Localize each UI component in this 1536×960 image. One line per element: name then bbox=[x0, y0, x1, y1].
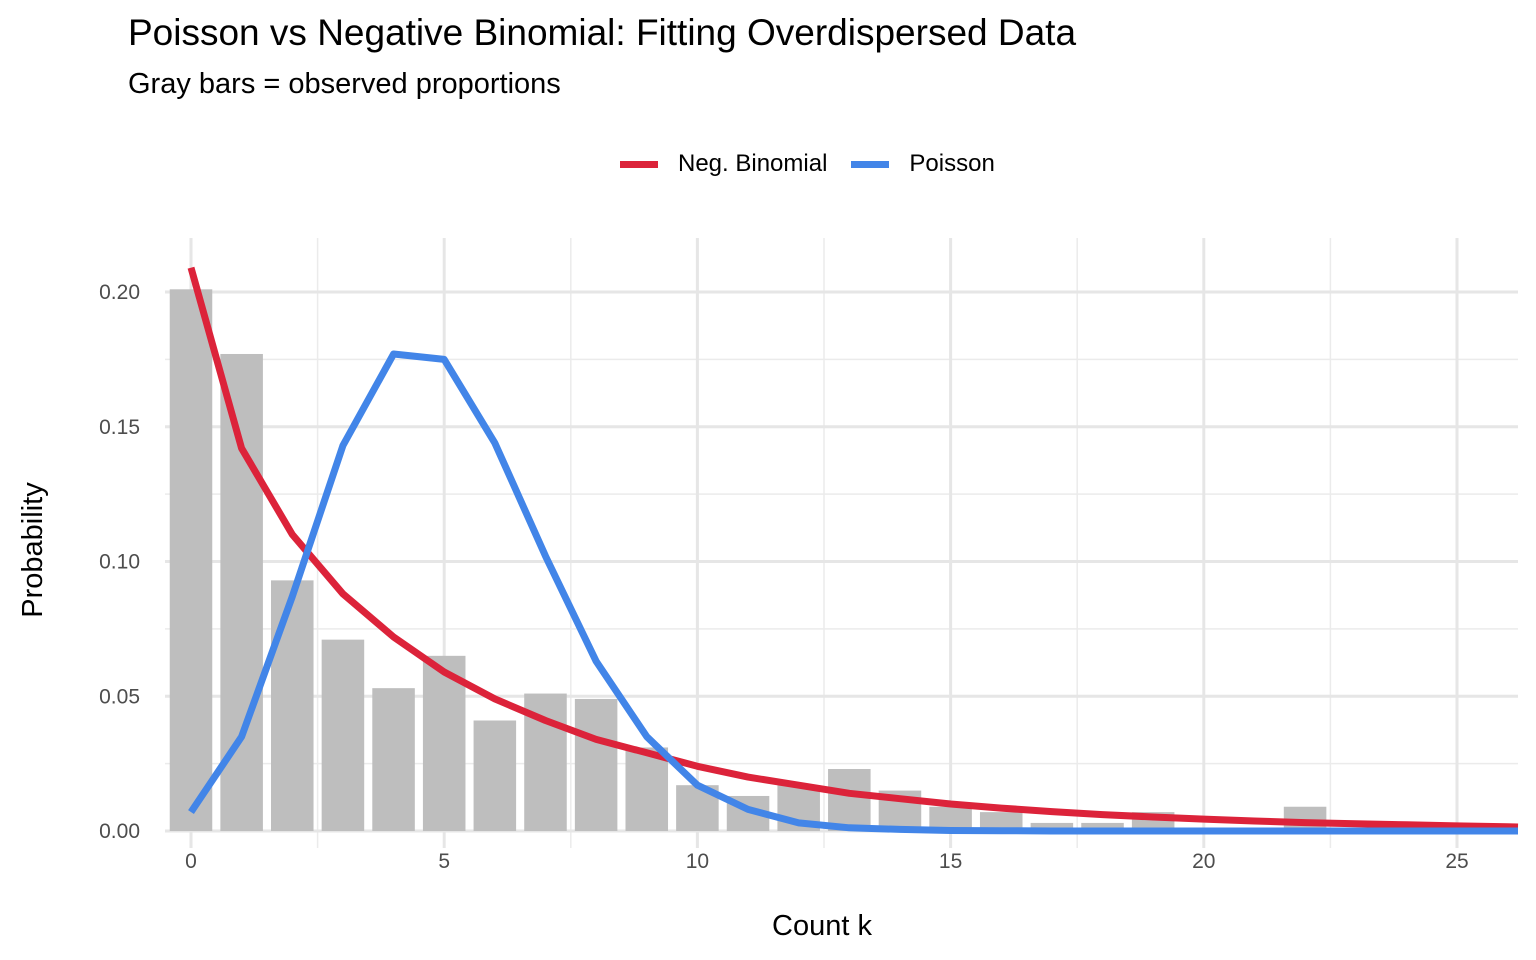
bar bbox=[422, 655, 466, 831]
x-tick-label: 0 bbox=[185, 850, 197, 873]
legend-key-neg-binomial bbox=[620, 160, 658, 168]
bar bbox=[271, 580, 314, 831]
legend-label-neg-binomial: Neg. Binomial bbox=[678, 150, 828, 177]
bar bbox=[321, 639, 365, 831]
grid bbox=[165, 238, 1518, 848]
x-tick-label: 10 bbox=[686, 850, 709, 873]
legend-item-poisson: Poisson bbox=[851, 150, 995, 178]
y-tick-label: 0.10 bbox=[99, 551, 140, 574]
x-tick-label: 15 bbox=[939, 850, 962, 873]
chart-subtitle: Gray bars = observed proportions bbox=[128, 68, 561, 100]
bar bbox=[473, 720, 517, 831]
legend: Neg. Binomial Poisson bbox=[620, 146, 1019, 182]
x-axis-ticks: 0 5 10 15 20 25 bbox=[185, 850, 1469, 873]
y-tick-label: 0.15 bbox=[99, 416, 140, 439]
y-tick-label: 0.00 bbox=[99, 820, 140, 843]
line-neg-binomial bbox=[187, 266, 1519, 831]
x-tick-label: 20 bbox=[1192, 850, 1215, 873]
bar bbox=[169, 289, 213, 831]
legend-item-neg-binomial: Neg. Binomial bbox=[620, 150, 827, 178]
x-tick-label: 5 bbox=[438, 850, 450, 873]
bar bbox=[372, 688, 415, 831]
lines bbox=[187, 266, 1519, 835]
y-tick-label: 0.20 bbox=[99, 281, 140, 304]
bar bbox=[625, 747, 669, 831]
y-tick-label: 0.05 bbox=[99, 685, 140, 708]
bar bbox=[979, 812, 1023, 831]
line-poisson bbox=[188, 350, 1518, 835]
bar bbox=[1030, 822, 1074, 831]
bars bbox=[169, 289, 1327, 831]
legend-label-poisson: Poisson bbox=[909, 150, 995, 177]
x-axis-title: Count k bbox=[772, 910, 872, 942]
y-axis-title: Probability bbox=[17, 482, 49, 618]
bar bbox=[574, 698, 618, 831]
y-axis-ticks: 0.00 0.05 0.10 0.15 0.20 bbox=[99, 281, 140, 843]
bar bbox=[1081, 822, 1124, 831]
bar bbox=[828, 769, 871, 831]
legend-key-poisson bbox=[851, 160, 890, 168]
chart-title: Poisson vs Negative Binomial: Fitting Ov… bbox=[128, 12, 1077, 53]
x-tick-label: 25 bbox=[1445, 850, 1468, 873]
